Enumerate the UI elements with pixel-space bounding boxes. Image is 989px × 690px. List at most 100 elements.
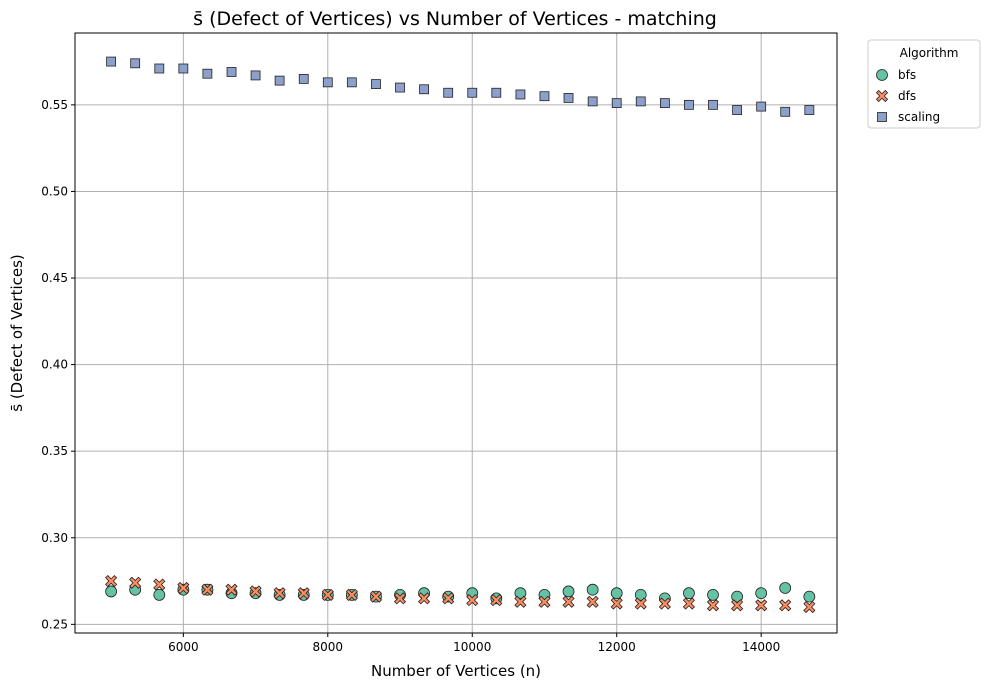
legend-entry-bfs: bfs [876, 68, 916, 82]
scaling-point [154, 63, 165, 74]
dfs-point [105, 574, 118, 588]
series-scaling [106, 56, 815, 117]
dfs-point [562, 595, 575, 608]
scaling-point [684, 99, 694, 110]
legend-box [867, 39, 981, 129]
bfs-point [755, 587, 768, 600]
scaling-point [395, 82, 405, 93]
y-tick-label: 0.25 [41, 617, 68, 631]
scaling-point [274, 75, 285, 86]
dfs-point [297, 587, 310, 600]
dfs-point [442, 592, 455, 605]
y-tick-label: 0.30 [41, 531, 68, 545]
legend-title: Algorithm [900, 46, 959, 60]
x-tick-label: 6000 [168, 640, 199, 654]
dfs-legend-marker [875, 89, 889, 103]
dfs-point [538, 595, 551, 608]
scaling-point [635, 96, 646, 107]
dfs-point [731, 599, 744, 612]
bfs-point [153, 589, 166, 601]
y-tick-label: 0.55 [41, 98, 68, 112]
dfs-point [490, 594, 503, 607]
bfs-point [779, 582, 792, 594]
dfs-point [634, 597, 647, 610]
dfs-point [706, 599, 720, 612]
y-axis-label: s̄ (Defect of Vertices) [8, 254, 26, 412]
scaling-point [804, 105, 815, 115]
scaling-point [419, 84, 429, 95]
dfs-point [466, 594, 479, 607]
dfs-point [610, 597, 623, 610]
x-tick-label: 12000 [598, 640, 636, 654]
dfs-point [153, 578, 166, 591]
scaling-point [708, 99, 718, 110]
scaling-point [467, 87, 478, 98]
scaling-point [322, 77, 333, 88]
y-tick-label: 0.35 [41, 444, 68, 458]
scaling-point [539, 91, 550, 102]
scaling-point [298, 73, 309, 84]
dfs-point [418, 592, 431, 605]
bfs-point [514, 587, 527, 600]
scaling-point [780, 106, 791, 117]
dfs-point [586, 595, 599, 608]
bfs-point [803, 590, 816, 603]
dfs-point [803, 600, 816, 614]
bfs-point [731, 590, 744, 603]
legend-entry-scaling: scaling [877, 110, 940, 124]
legend: Algorithm bfs dfs scaling [867, 39, 981, 129]
scaling-point [587, 96, 598, 107]
x-axis-label: Number of Vertices (n) [371, 662, 541, 680]
scaling-point [611, 98, 622, 109]
dfs-point [177, 581, 190, 595]
chart-title: s̄ (Defect of Vertices) vs Number of Ver… [193, 8, 717, 30]
legend-entry-dfs: dfs [875, 89, 916, 103]
scaling-point [178, 63, 189, 74]
legend-label: scaling [898, 110, 940, 124]
dfs-point [225, 583, 238, 596]
y-axis: 0.25 0.30 0.35 0.40 0.45 0.50 0.55 [41, 98, 75, 631]
scaling-point [371, 79, 381, 89]
bfs-legend-marker [876, 69, 888, 81]
scaling-point [756, 101, 767, 112]
bfs-point [683, 587, 695, 600]
x-tick-label: 10000 [453, 640, 491, 654]
dfs-point [658, 597, 671, 610]
dfs-point [201, 583, 214, 596]
scaling-point [443, 87, 454, 98]
scaling-point [491, 87, 502, 98]
plot-area-frame [74, 32, 838, 634]
scaling-point [563, 93, 574, 103]
dfs-point [755, 599, 768, 612]
bfs-point [586, 583, 599, 596]
dfs-point [682, 597, 695, 610]
dfs-point [249, 585, 262, 598]
bfs-point [634, 589, 647, 601]
data-points [105, 56, 816, 614]
dfs-point [129, 576, 142, 589]
grid [75, 33, 837, 633]
bfs-point [105, 585, 118, 598]
legend-label: dfs [898, 89, 916, 103]
dfs-point [345, 588, 358, 601]
y-tick-label: 0.50 [41, 184, 68, 198]
dfs-point [273, 587, 286, 600]
scaling-point [250, 70, 261, 81]
bfs-point [707, 589, 719, 601]
scaling-point [732, 105, 743, 115]
scaling-point [106, 56, 117, 67]
y-tick-label: 0.45 [41, 271, 68, 285]
x-tick-label: 8000 [313, 640, 344, 654]
scaling-point [346, 77, 357, 88]
dfs-point [369, 590, 383, 603]
bfs-point [562, 585, 575, 598]
scaling-legend-marker [877, 112, 887, 122]
legend-label: bfs [898, 68, 916, 82]
scaling-point [659, 98, 670, 109]
dfs-point [393, 592, 407, 605]
x-tick-label: 14000 [742, 640, 780, 654]
series-dfs [105, 574, 816, 614]
scaling-point [130, 58, 141, 69]
scaling-point [515, 89, 526, 100]
